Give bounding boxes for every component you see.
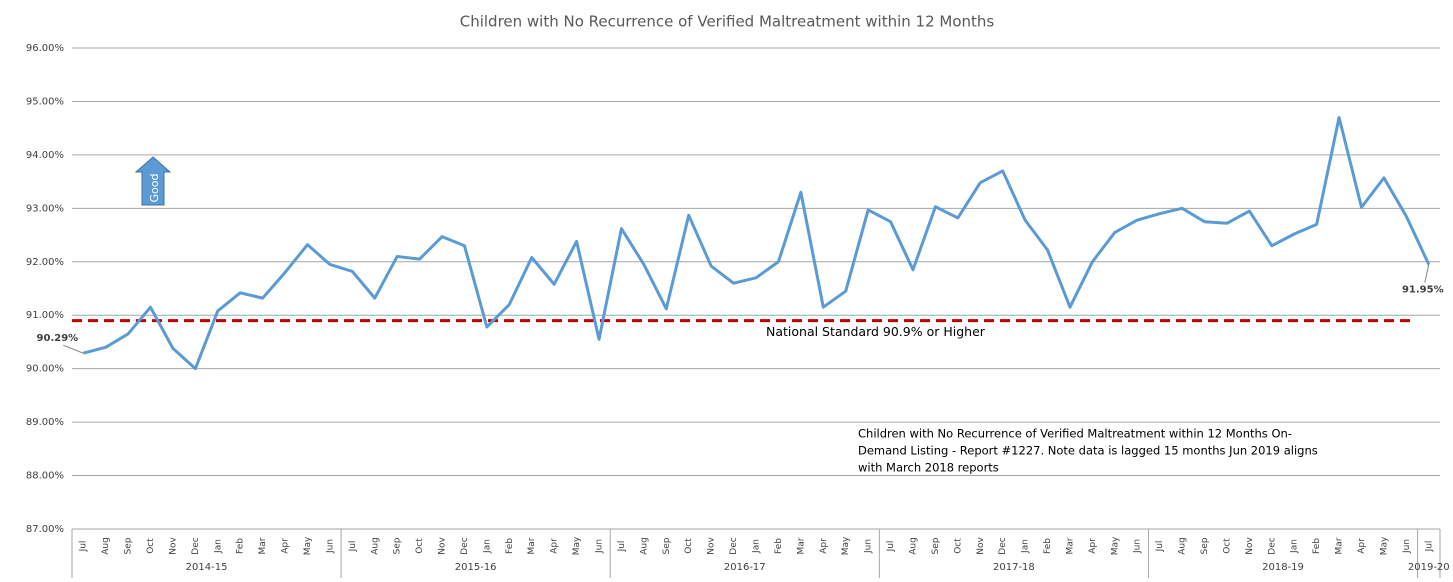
- x-tick-label: Aug: [908, 537, 918, 555]
- y-tick-label: 96.00%: [26, 43, 64, 54]
- y-tick-label: 95.00%: [26, 96, 64, 107]
- x-tick-label: Dec: [1267, 537, 1277, 554]
- x-tick-label: Jan: [1290, 539, 1300, 554]
- x-tick-label: May: [1110, 536, 1120, 555]
- x-group-label: 2015-16: [455, 562, 497, 573]
- x-tick-label: Oct: [684, 538, 694, 554]
- x-tick-label: Oct: [415, 538, 425, 554]
- x-tick-label: Oct: [1222, 538, 1232, 554]
- chart-title: Children with No Recurrence of Verified …: [460, 13, 995, 31]
- x-tick-label: Apr: [550, 538, 560, 554]
- y-tick-label: 91.00%: [26, 310, 64, 321]
- x-group-label: 2014-15: [186, 562, 228, 573]
- x-tick-label: May: [572, 536, 582, 555]
- x-tick-label: Nov: [707, 537, 717, 555]
- x-tick-label: Dec: [191, 537, 201, 554]
- x-tick-label: Jun: [325, 539, 335, 554]
- x-tick-label: May: [303, 536, 313, 555]
- y-tick-label: 87.00%: [26, 524, 64, 535]
- x-tick-label: Jul: [1155, 541, 1165, 553]
- x-tick-label: Jun: [1402, 539, 1412, 554]
- x-tick-label: Jul: [1424, 541, 1434, 553]
- x-tick-label: Dec: [460, 537, 470, 554]
- x-tick-label: Apr: [819, 538, 829, 554]
- arrow-shape: [134, 156, 172, 206]
- x-tick-label: Feb: [1043, 538, 1053, 554]
- x-tick-label: Nov: [976, 537, 986, 555]
- good-arrow: Good: [134, 156, 172, 206]
- x-tick-label: Feb: [236, 538, 246, 554]
- annotation: with March 2018 reports: [858, 461, 999, 475]
- x-tick-label: Feb: [1312, 538, 1322, 554]
- x-tick-label: May: [841, 536, 851, 555]
- x-tick-label: Mar: [527, 537, 537, 554]
- x-tick-label: May: [1379, 536, 1389, 555]
- x-tick-label: Mar: [258, 537, 268, 554]
- x-tick-label: Apr: [1088, 538, 1098, 554]
- x-tick-label: Mar: [796, 537, 806, 554]
- x-tick-label: Jan: [482, 539, 492, 554]
- x-tick-label: Jul: [348, 541, 358, 553]
- direction-label: Good: [148, 174, 161, 203]
- x-tick-label: Sep: [124, 537, 134, 554]
- y-tick-label: 88.00%: [26, 471, 64, 482]
- x-tick-label: Jul: [617, 541, 627, 553]
- x-tick-label: Jun: [864, 539, 874, 554]
- x-tick-label: Jun: [595, 539, 605, 554]
- x-tick-label: Sep: [1200, 537, 1210, 554]
- x-tick-label: Dec: [729, 537, 739, 554]
- x-group-label: 2019-20: [1408, 562, 1450, 573]
- y-tick-label: 90.00%: [26, 364, 64, 375]
- label-leader: [63, 344, 84, 354]
- y-tick-label: 93.00%: [26, 203, 64, 214]
- x-tick-label: Aug: [101, 537, 111, 555]
- annotation: Demand Listing - Report #1227. Note data…: [858, 444, 1318, 458]
- x-tick-label: Aug: [1178, 537, 1188, 555]
- x-tick-label: Nov: [1245, 537, 1255, 555]
- x-tick-label: Jul: [886, 541, 896, 553]
- x-tick-label: Jun: [1133, 539, 1143, 554]
- x-tick-label: Sep: [393, 537, 403, 554]
- x-tick-label: Apr: [281, 538, 291, 554]
- x-group-label: 2016-17: [724, 562, 766, 573]
- y-tick-label: 94.00%: [26, 150, 64, 161]
- x-tick-label: Jan: [1021, 539, 1031, 554]
- data-label: 91.95%: [1402, 284, 1444, 295]
- x-tick-label: Nov: [168, 537, 178, 555]
- x-tick-label: Jul: [79, 541, 89, 553]
- x-group-label: 2017-18: [993, 562, 1035, 573]
- x-tick-label: Dec: [998, 537, 1008, 554]
- x-tick-label: Sep: [662, 537, 672, 554]
- x-tick-label: Jan: [752, 539, 762, 554]
- x-tick-label: Mar: [1335, 537, 1345, 554]
- x-tick-label: Aug: [639, 537, 649, 555]
- x-tick-label: Mar: [1065, 537, 1075, 554]
- series-line: [82, 115, 1431, 371]
- x-tick-label: Jan: [213, 539, 223, 554]
- x-group-label: 2018-19: [1262, 562, 1304, 573]
- reference-label: National Standard 90.9% or Higher: [766, 324, 986, 339]
- x-tick-label: Apr: [1357, 538, 1367, 554]
- x-tick-label: Feb: [774, 538, 784, 554]
- x-tick-label: Aug: [370, 537, 380, 555]
- x-tick-label: Sep: [931, 537, 941, 554]
- label-leader: [1424, 264, 1430, 283]
- y-tick-label: 89.00%: [26, 417, 64, 428]
- x-tick-label: Oct: [146, 538, 156, 554]
- x-tick-label: Feb: [505, 538, 515, 554]
- y-tick-label: 92.00%: [26, 257, 64, 268]
- x-tick-label: Oct: [953, 538, 963, 554]
- x-tick-label: Nov: [438, 537, 448, 555]
- annotation: Children with No Recurrence of Verified …: [858, 427, 1292, 441]
- data-label: 90.29%: [37, 333, 79, 344]
